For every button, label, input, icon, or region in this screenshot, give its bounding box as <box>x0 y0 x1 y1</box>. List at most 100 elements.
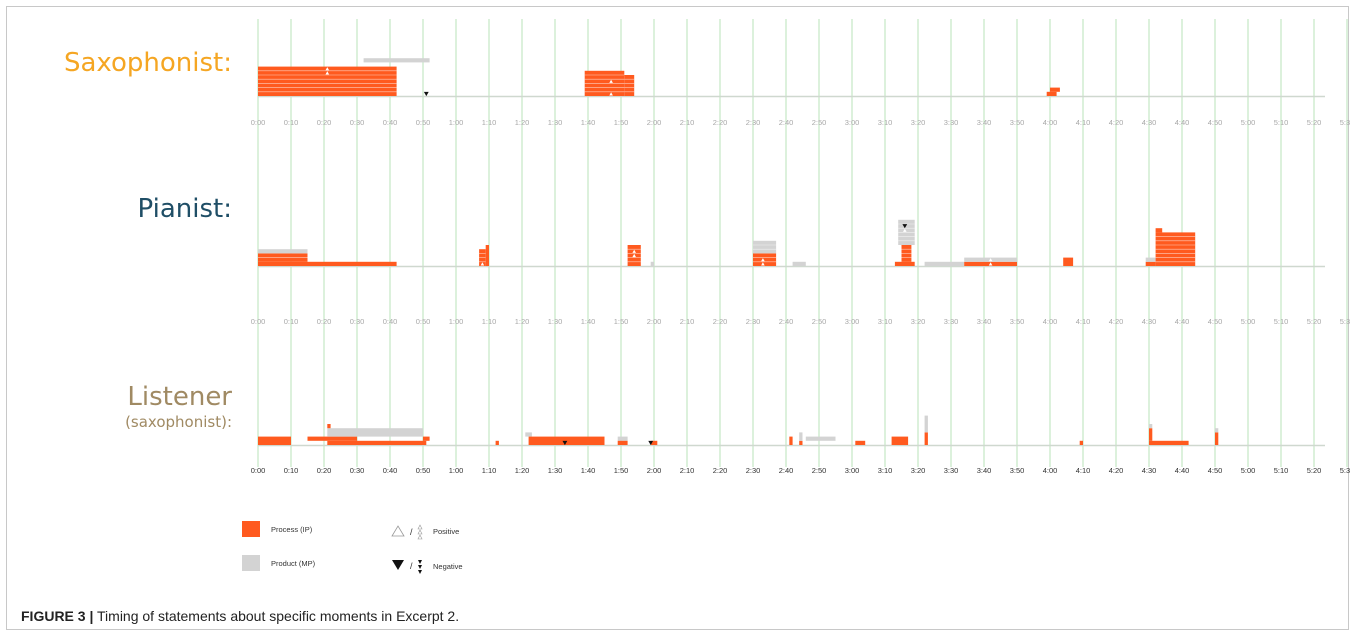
tick-label: 4:10 <box>1076 317 1091 326</box>
tick-label: 0:10 <box>284 317 299 326</box>
tick-label: 1:40 <box>581 118 596 127</box>
tick-label: 3:00 <box>845 118 860 127</box>
tick-label: 1:10 <box>482 466 497 475</box>
process-block <box>258 261 397 266</box>
process-block <box>495 440 499 445</box>
tick-label: 3:50 <box>1010 118 1025 127</box>
process-block <box>1046 91 1057 96</box>
tick-label: 2:20 <box>713 466 728 475</box>
process-block <box>327 440 427 445</box>
tick-label: 4:50 <box>1208 118 1223 127</box>
tick-label: 4:40 <box>1175 118 1190 127</box>
process-block <box>423 436 430 441</box>
product-block <box>805 436 836 441</box>
product-block <box>363 58 430 63</box>
positive-marker <box>325 71 330 75</box>
tick-label: 4:50 <box>1208 317 1223 326</box>
tick-label: 0:40 <box>383 118 398 127</box>
legend-product-swatch <box>242 555 260 571</box>
tick-label: 2:40 <box>779 118 794 127</box>
product-block <box>792 261 806 266</box>
process-block <box>1215 432 1219 445</box>
process-block <box>799 440 803 445</box>
negative-marker <box>902 224 908 229</box>
legend-product-label: Product (MP) <box>271 559 316 568</box>
product-block <box>327 428 423 437</box>
figure-frame: Saxophonist: 0:00 0:10 0:20 0:30 0:40 0:50 1:00… <box>6 6 1350 630</box>
tick-label: 2:20 <box>713 317 728 326</box>
product-block <box>258 249 308 254</box>
tick-label: 3:10 <box>878 317 893 326</box>
tick-label: 0:30 <box>350 466 365 475</box>
tick-label: 1:10 <box>482 118 497 127</box>
tick-label: 4:40 <box>1175 466 1190 475</box>
negative-marker <box>648 440 654 446</box>
tick-label: 0:20 <box>317 317 332 326</box>
tick-label: 5:30 <box>1340 317 1350 326</box>
negative-marker <box>423 91 429 97</box>
tick-label: 3:30 <box>944 466 959 475</box>
tick-label: 4:00 <box>1043 317 1058 326</box>
legend-positive-small-icon <box>417 534 423 540</box>
product-block <box>753 240 777 254</box>
tick-label: 2:10 <box>680 118 695 127</box>
tick-label: 1:20 <box>515 466 530 475</box>
legend-negative-small-icon <box>418 565 422 569</box>
tick-label: 1:50 <box>614 118 629 127</box>
legend-negative-small-icon <box>418 570 422 574</box>
legend-negative-small-icon <box>418 560 422 564</box>
positive-marker <box>632 249 636 253</box>
tick-label: 1:30 <box>548 118 563 127</box>
product-block <box>525 432 532 437</box>
legend-separator: / <box>410 561 413 571</box>
positive-marker <box>761 262 765 266</box>
tick-label: 0:30 <box>350 317 365 326</box>
product-block <box>799 432 803 441</box>
tick-label: 4:50 <box>1208 466 1223 475</box>
positive-marker <box>609 92 613 96</box>
tick-label: 5:20 <box>1307 317 1322 326</box>
legend-positive-small-icon <box>417 529 423 535</box>
process-block <box>1149 428 1153 441</box>
positive-marker <box>903 228 907 232</box>
positive-marker <box>988 258 993 262</box>
timeline-row: Listener(saxophonist): 0:00 0:10 0:20 0:30 0:… <box>125 382 1350 475</box>
tick-label: 1:10 <box>482 317 497 326</box>
legend-negative-icon <box>392 560 404 570</box>
tick-label: 0:20 <box>317 118 332 127</box>
process-block <box>650 440 658 445</box>
tick-label: 3:20 <box>911 118 926 127</box>
tick-label: 4:20 <box>1109 118 1124 127</box>
process-block <box>1079 440 1083 445</box>
tick-label: 4:30 <box>1142 466 1157 475</box>
product-block <box>924 415 928 433</box>
tick-label: 3:40 <box>977 466 992 475</box>
tick-label: 0:50 <box>416 466 431 475</box>
tick-label: 0:40 <box>383 317 398 326</box>
caption-label: FIGURE 3 | <box>21 608 94 624</box>
tick-label: 5:20 <box>1307 118 1322 127</box>
tick-label: 0:10 <box>284 466 299 475</box>
tick-label: 2:30 <box>746 466 761 475</box>
tick-label: 2:50 <box>812 317 827 326</box>
process-block <box>624 75 635 96</box>
tick-label: 3:30 <box>944 317 959 326</box>
tick-label: 3:10 <box>878 118 893 127</box>
product-block <box>1215 428 1219 433</box>
tick-label: 1:40 <box>581 466 596 475</box>
product-block <box>617 436 628 441</box>
legend-positive-icon <box>391 525 405 537</box>
tick-label: 1:00 <box>449 118 464 127</box>
tick-label: 4:10 <box>1076 466 1091 475</box>
tick-label: 2:50 <box>812 118 827 127</box>
tick-label: 4:30 <box>1142 317 1157 326</box>
tick-label: 2:20 <box>713 118 728 127</box>
tick-label: 5:10 <box>1274 118 1289 127</box>
tick-label: 5:00 <box>1241 118 1256 127</box>
legend-process-label: Process (IP) <box>271 525 313 534</box>
row-label: Saxophonist: <box>64 48 232 78</box>
tick-label: 1:50 <box>614 466 629 475</box>
legend: Process (IP) Product (MP) / Positive / Negati… <box>242 521 463 574</box>
tick-label: 4:40 <box>1175 317 1190 326</box>
row-label: Pianist: <box>138 194 232 224</box>
